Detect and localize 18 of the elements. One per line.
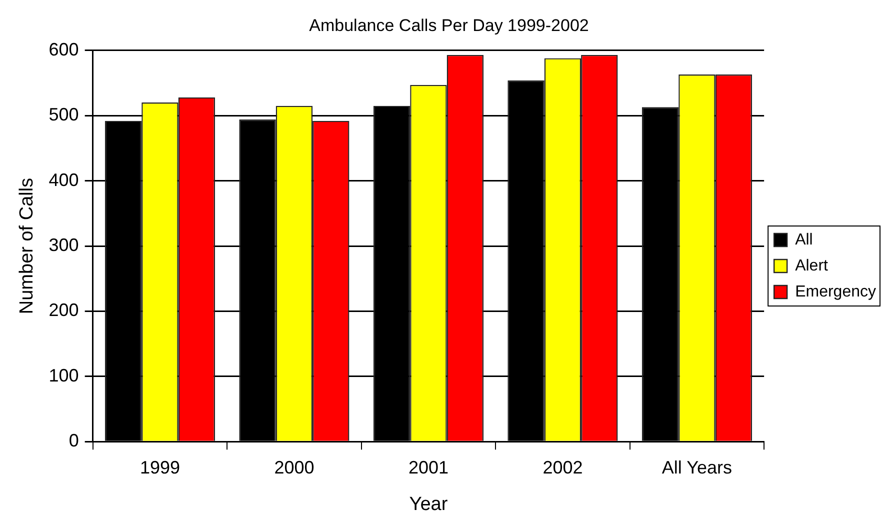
x-axis-title: Year xyxy=(409,494,448,515)
chart-title: Ambulance Calls Per Day 1999-2002 xyxy=(309,16,589,35)
x-tick-label: All Years xyxy=(662,457,732,478)
legend-label: Alert xyxy=(795,257,829,274)
y-tick-label: 600 xyxy=(48,39,79,60)
y-tick-label: 100 xyxy=(48,365,79,386)
y-tick-label: 300 xyxy=(48,234,79,255)
y-tick-label: 400 xyxy=(48,170,79,190)
x-tick-label: 1999 xyxy=(140,457,180,478)
y-tick-label: 200 xyxy=(48,300,79,320)
legend-label: All xyxy=(795,231,813,248)
x-tick-label: 2002 xyxy=(542,457,583,478)
x-tick-label: 2001 xyxy=(408,457,448,478)
y-tick-label: 500 xyxy=(48,104,79,125)
y-tick-label: 0 xyxy=(68,430,79,451)
legend-label: Emergency xyxy=(795,283,876,300)
x-tick-label: 2000 xyxy=(274,457,314,478)
y-axis-title: Number of Calls xyxy=(16,178,38,314)
